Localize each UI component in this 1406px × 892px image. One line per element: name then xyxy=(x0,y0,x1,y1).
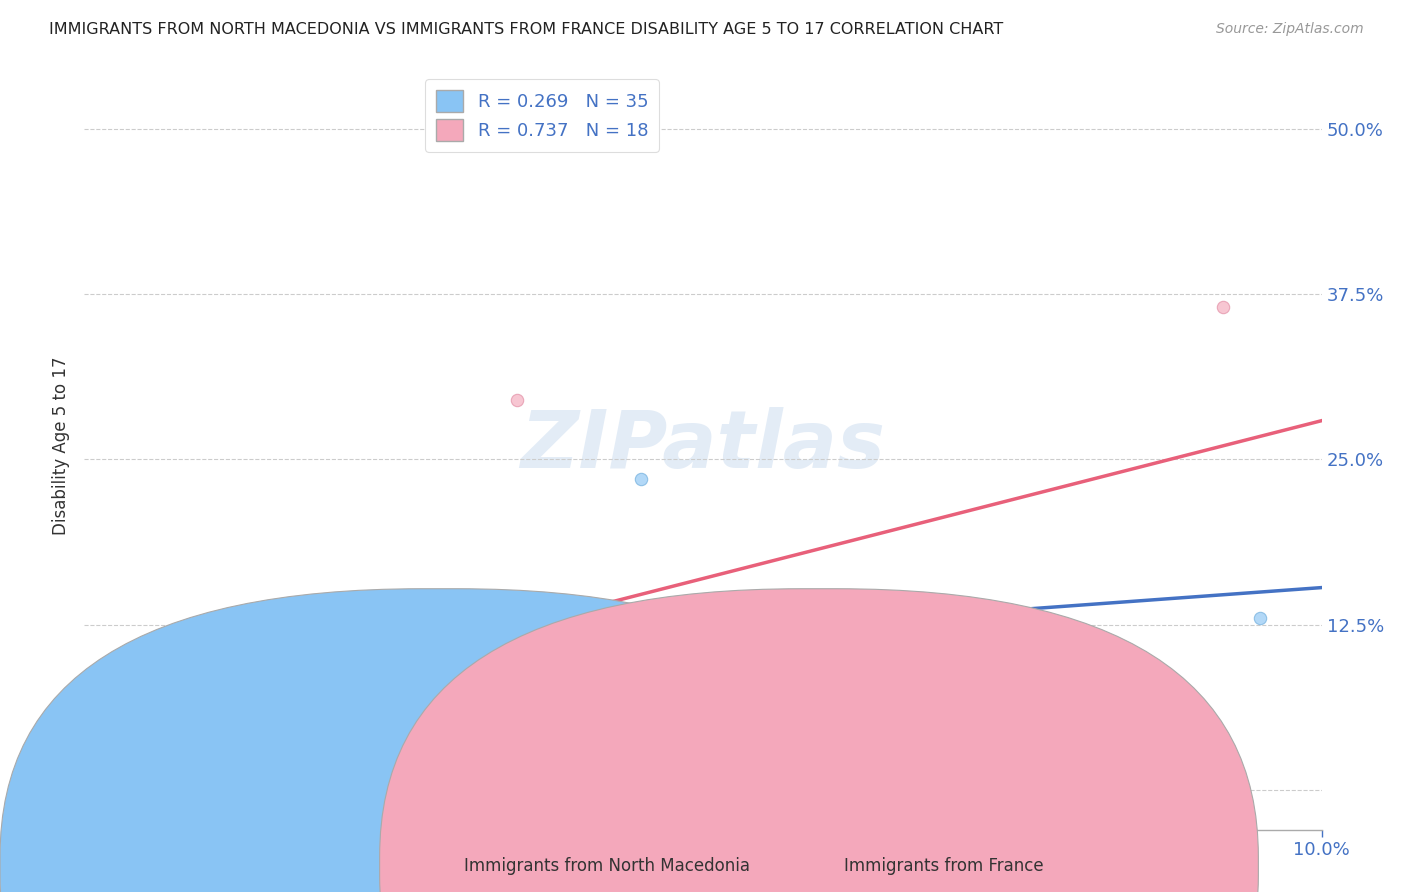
Point xyxy=(160,657,183,672)
Point xyxy=(209,637,232,651)
Point xyxy=(630,704,652,718)
Point xyxy=(135,677,157,691)
Point xyxy=(98,723,121,738)
Point xyxy=(506,392,529,407)
Point xyxy=(1001,730,1024,744)
Point xyxy=(419,631,441,645)
Legend: R = 0.269   N = 35, R = 0.737   N = 18: R = 0.269 N = 35, R = 0.737 N = 18 xyxy=(425,79,659,152)
Text: Immigrants from North Macedonia: Immigrants from North Macedonia xyxy=(464,857,749,875)
Text: Immigrants from France: Immigrants from France xyxy=(844,857,1043,875)
Point xyxy=(122,690,145,705)
Point xyxy=(110,704,132,718)
Point xyxy=(86,704,108,718)
Point xyxy=(444,650,467,665)
Point xyxy=(1212,300,1234,314)
Point xyxy=(197,650,219,665)
Point xyxy=(321,631,343,645)
Point xyxy=(172,670,194,684)
Point xyxy=(295,634,318,648)
Point xyxy=(1001,631,1024,645)
Point xyxy=(135,697,157,711)
Point xyxy=(184,657,207,672)
Point xyxy=(1249,611,1271,625)
Point xyxy=(160,683,183,698)
Point xyxy=(382,664,405,678)
Point xyxy=(233,631,256,645)
Point xyxy=(630,472,652,486)
Point xyxy=(259,624,281,639)
Point xyxy=(148,704,170,718)
Point xyxy=(259,664,281,678)
Point xyxy=(197,677,219,691)
Text: IMMIGRANTS FROM NORTH MACEDONIA VS IMMIGRANTS FROM FRANCE DISABILITY AGE 5 TO 17: IMMIGRANTS FROM NORTH MACEDONIA VS IMMIG… xyxy=(49,22,1004,37)
Point xyxy=(86,710,108,724)
Point xyxy=(382,617,405,632)
Point xyxy=(754,637,776,651)
Point xyxy=(222,697,245,711)
Point xyxy=(122,743,145,757)
Point xyxy=(271,637,294,651)
Point xyxy=(222,650,245,665)
Point xyxy=(110,690,132,705)
Point xyxy=(98,697,121,711)
Point xyxy=(655,617,678,632)
Point xyxy=(346,611,368,625)
Point xyxy=(184,650,207,665)
Point xyxy=(110,704,132,718)
Point xyxy=(98,683,121,698)
Point xyxy=(135,756,157,771)
Point xyxy=(172,710,194,724)
Point xyxy=(148,704,170,718)
Point xyxy=(86,690,108,705)
Point xyxy=(172,650,194,665)
Text: ZIPatlas: ZIPatlas xyxy=(520,407,886,485)
Y-axis label: Disability Age 5 to 17: Disability Age 5 to 17 xyxy=(52,357,70,535)
Point xyxy=(321,664,343,678)
Text: Source: ZipAtlas.com: Source: ZipAtlas.com xyxy=(1216,22,1364,37)
Point xyxy=(122,697,145,711)
Point xyxy=(148,690,170,705)
Point xyxy=(271,624,294,639)
Point xyxy=(692,617,714,632)
